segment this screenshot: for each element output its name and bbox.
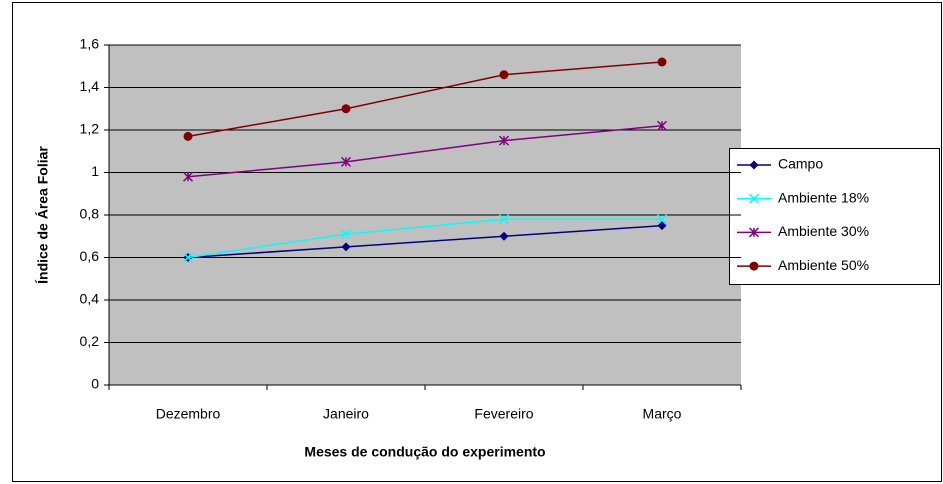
marker: [340, 156, 352, 167]
x-tick-label: Janeiro: [323, 406, 369, 422]
legend-marker: [748, 193, 760, 204]
y-tick-label: 1,2: [80, 121, 100, 137]
legend-marker: [749, 160, 759, 170]
series-line: [187, 125, 663, 178]
series-line: [187, 224, 663, 259]
y-axis-title: Índice de Área Foliar: [35, 146, 51, 284]
legend-label: Campo: [778, 156, 823, 172]
legend-label: Ambiente 30%: [778, 223, 869, 239]
marker: [341, 242, 351, 252]
marker: [656, 120, 668, 131]
marker: [657, 221, 667, 231]
legend-label: Ambiente 50%: [778, 257, 869, 273]
y-tick-label: 0,4: [80, 291, 100, 307]
marker: [498, 214, 510, 225]
marker: [340, 229, 352, 240]
marker: [182, 252, 194, 263]
legend-marker: [748, 227, 760, 238]
marker: [499, 70, 509, 80]
y-tick-label: 0,2: [80, 333, 100, 349]
y-tick-label: 1,6: [80, 36, 100, 52]
marker: [499, 231, 509, 241]
legend: [729, 148, 940, 285]
marker: [498, 135, 510, 146]
y-tick-label: 0,8: [80, 206, 100, 222]
x-axis-title: Meses de condução do experimento: [304, 444, 545, 460]
marker: [656, 214, 668, 225]
x-tick-label: Fevereiro: [474, 406, 533, 422]
marker: [657, 57, 667, 67]
y-tick-label: 1: [91, 163, 99, 179]
x-tick-label: Dezembro: [156, 406, 221, 422]
series-line: [187, 61, 663, 138]
y-tick-label: 0: [91, 376, 99, 392]
legend-label: Ambiente 18%: [778, 189, 869, 205]
x-tick-label: Março: [643, 406, 682, 422]
marker: [183, 131, 193, 141]
marker: [341, 104, 351, 114]
marker: [182, 171, 194, 182]
series-line: [187, 218, 662, 259]
legend-marker: [749, 261, 759, 271]
y-tick-label: 1,4: [80, 78, 100, 94]
y-tick-label: 0,6: [80, 248, 100, 264]
